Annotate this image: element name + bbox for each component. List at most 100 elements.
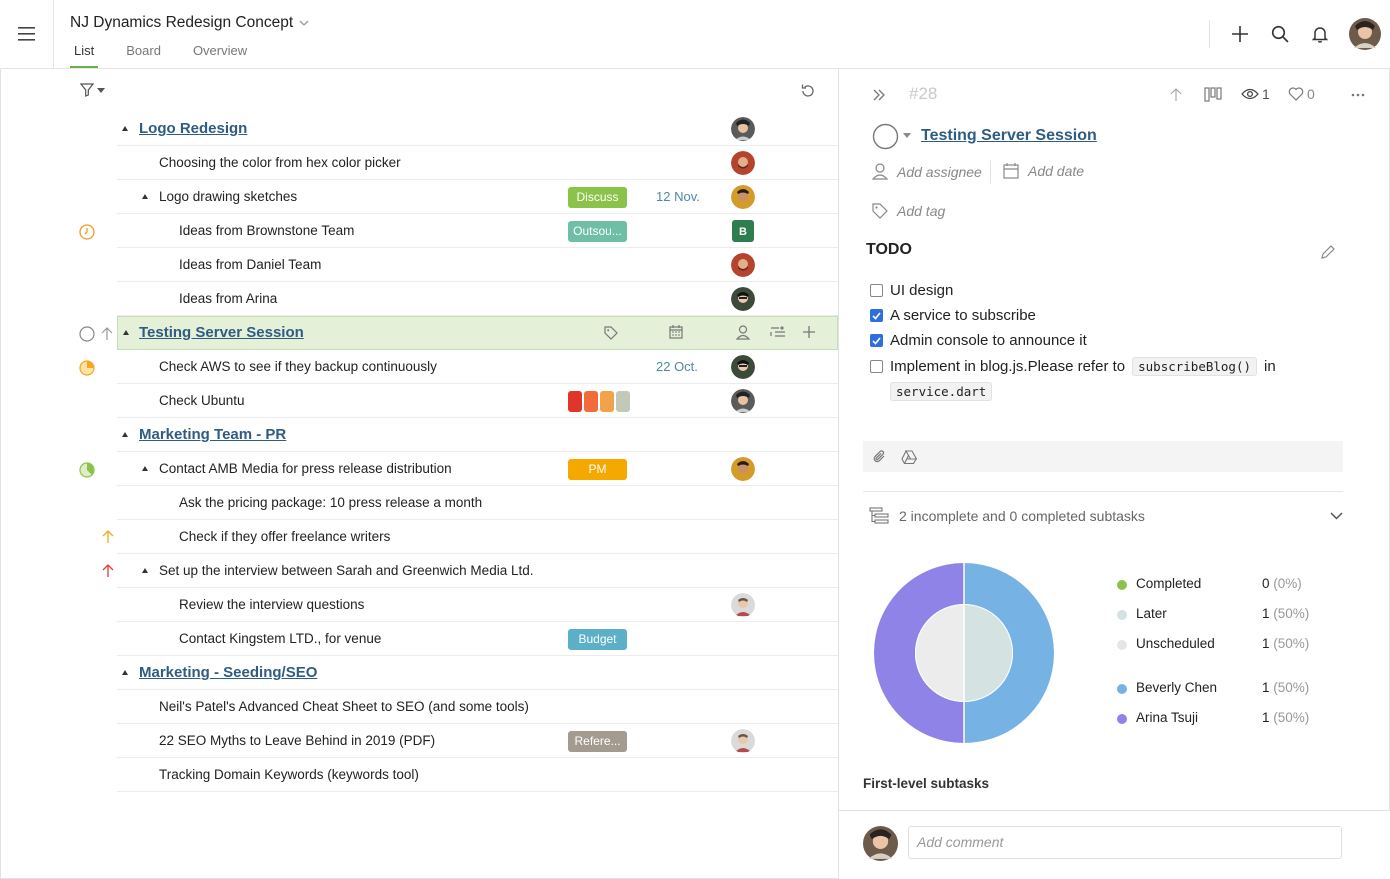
assignee-avatar[interactable] — [731, 117, 755, 141]
checklist-item[interactable]: A service to subscribe — [870, 307, 1036, 324]
checklist-item[interactable]: UI design — [870, 282, 953, 299]
add-subtask-icon[interactable] — [770, 326, 786, 340]
assignee-avatar[interactable] — [731, 151, 755, 175]
due-date[interactable]: 22 Oct. — [656, 359, 698, 374]
paperclip-icon[interactable] — [871, 449, 887, 465]
task-row[interactable]: Check AWS to see if they backup continuo… — [117, 350, 838, 384]
color-tag[interactable] — [616, 391, 630, 412]
tag-badge[interactable]: Discuss — [568, 187, 627, 208]
filter-button[interactable] — [80, 83, 105, 97]
user-icon[interactable] — [736, 325, 750, 340]
tag-badge[interactable]: PM — [568, 459, 627, 480]
collapse-caret-icon[interactable] — [142, 466, 148, 471]
section-row-selected[interactable]: Testing Server Session — [117, 316, 838, 350]
assignee-avatar[interactable] — [731, 389, 755, 413]
arrow-up-icon[interactable] — [1170, 88, 1182, 102]
task-title[interactable]: Ideas from Brownstone Team — [179, 223, 355, 238]
section-row[interactable]: Logo Redesign — [117, 112, 838, 146]
tag-icon[interactable] — [604, 326, 618, 340]
status-circle-icon[interactable] — [872, 123, 899, 150]
task-row[interactable]: Logo drawing sketches Discuss 12 Nov. — [117, 180, 838, 214]
search-button[interactable] — [1260, 14, 1300, 54]
task-row[interactable]: Check Ubuntu — [117, 384, 838, 418]
checklist-item[interactable]: Implement in blog.js.Please refer to sub… — [870, 357, 1276, 376]
refresh-button[interactable] — [800, 83, 816, 104]
task-title[interactable]: Tracking Domain Keywords (keywords tool) — [159, 767, 419, 782]
tag-badge[interactable]: Outsou... — [568, 221, 627, 242]
notifications-button[interactable] — [1300, 14, 1340, 54]
task-title[interactable]: Set up the interview between Sarah and G… — [159, 563, 534, 578]
task-row[interactable]: 22 SEO Myths to Leave Behind in 2019 (PD… — [117, 724, 838, 758]
progress-pie-icon[interactable] — [79, 360, 95, 376]
collapse-caret-icon[interactable] — [123, 330, 129, 335]
collapse-caret-icon[interactable] — [122, 670, 128, 675]
tab-list[interactable]: List — [70, 43, 99, 68]
task-title[interactable]: Check if they offer freelance writers — [179, 529, 391, 544]
task-title[interactable]: Choosing the color from hex color picker — [159, 155, 401, 170]
task-row[interactable]: Ask the pricing package: 10 press releas… — [117, 486, 838, 520]
color-tag[interactable] — [568, 391, 582, 412]
hamburger-menu-button[interactable] — [0, 0, 54, 68]
user-avatar-button[interactable] — [1340, 14, 1390, 54]
tab-board[interactable]: Board — [126, 43, 161, 58]
calendar-icon[interactable] — [669, 325, 683, 339]
drive-icon[interactable] — [901, 449, 917, 464]
task-row[interactable]: Neil's Patel's Advanced Cheat Sheet to S… — [117, 690, 838, 724]
assignee-avatar[interactable] — [731, 355, 755, 379]
task-title[interactable]: Logo drawing sketches — [159, 189, 298, 204]
progress-pie-icon[interactable] — [79, 462, 95, 478]
caret-down-icon[interactable] — [903, 133, 911, 138]
assignee-avatar[interactable] — [731, 185, 755, 209]
chevron-down-icon[interactable] — [1330, 511, 1343, 520]
section-title[interactable]: Marketing - Seeding/SEO — [139, 664, 318, 681]
color-tags[interactable] — [568, 391, 630, 412]
task-title[interactable]: Contact Kingstem LTD., for venue — [179, 631, 382, 646]
color-tag[interactable] — [584, 391, 598, 412]
comment-input[interactable]: Add comment — [908, 826, 1342, 859]
task-row[interactable]: Review the interview questions — [117, 588, 838, 622]
clock-icon[interactable] — [79, 224, 95, 240]
plus-icon[interactable] — [802, 325, 816, 339]
task-row[interactable]: Ideas from Daniel Team — [117, 248, 838, 282]
collapse-panel-icon[interactable] — [872, 88, 886, 102]
checkbox[interactable] — [870, 284, 883, 297]
collapse-caret-icon[interactable] — [122, 432, 128, 437]
assignee-initial-badge[interactable]: B — [732, 220, 754, 242]
checklist-item[interactable]: Admin console to announce it — [870, 332, 1087, 349]
task-title[interactable]: Check AWS to see if they backup continuo… — [159, 359, 437, 374]
task-row[interactable]: Ideas from Brownstone Team Outsou... B — [117, 214, 838, 248]
add-tag-button[interactable]: Add tag — [872, 203, 945, 219]
section-row[interactable]: Marketing - Seeding/SEO — [117, 656, 838, 690]
subtask-summary[interactable]: 2 incomplete and 0 completed subtasks — [869, 507, 1343, 524]
task-row[interactable]: Contact AMB Media for press release dist… — [117, 452, 838, 486]
section-row[interactable]: Marketing Team - PR — [117, 418, 838, 452]
assignee-avatar[interactable] — [731, 593, 755, 617]
task-title[interactable]: Ideas from Arina — [179, 291, 278, 306]
task-row[interactable]: Check if they offer freelance writers — [117, 520, 838, 554]
collapse-caret-icon[interactable] — [142, 568, 148, 573]
task-title[interactable]: Neil's Patel's Advanced Cheat Sheet to S… — [159, 699, 529, 714]
arrow-up-icon[interactable] — [101, 327, 113, 341]
task-title[interactable]: Ideas from Daniel Team — [179, 257, 322, 272]
like-button[interactable]: 0 — [1288, 86, 1315, 102]
tag-badge[interactable]: Budget — [568, 629, 627, 650]
add-button[interactable] — [1220, 14, 1260, 54]
color-tag[interactable] — [600, 391, 614, 412]
board-view-icon[interactable] — [1204, 87, 1222, 102]
task-title[interactable]: Ask the pricing package: 10 press releas… — [179, 495, 483, 510]
tag-badge[interactable]: Refere... — [568, 731, 627, 752]
status-circle-icon[interactable] — [79, 326, 95, 342]
edit-pencil-icon[interactable] — [1320, 244, 1336, 260]
checkbox-checked[interactable] — [870, 334, 883, 347]
priority-arrow-icon[interactable] — [102, 564, 114, 578]
task-row[interactable]: Ideas from Arina — [117, 282, 838, 316]
task-row[interactable]: Choosing the color from hex color picker — [117, 146, 838, 180]
add-date-button[interactable]: Add date — [1003, 163, 1084, 179]
assignee-avatar[interactable] — [731, 457, 755, 481]
task-row[interactable]: Set up the interview between Sarah and G… — [117, 554, 838, 588]
watchers-button[interactable]: 1 — [1241, 86, 1270, 102]
assignee-avatar[interactable] — [731, 729, 755, 753]
assignee-avatar[interactable] — [731, 287, 755, 311]
project-title-dropdown[interactable]: NJ Dynamics Redesign Concept — [70, 14, 309, 32]
collapse-caret-icon[interactable] — [122, 126, 128, 131]
